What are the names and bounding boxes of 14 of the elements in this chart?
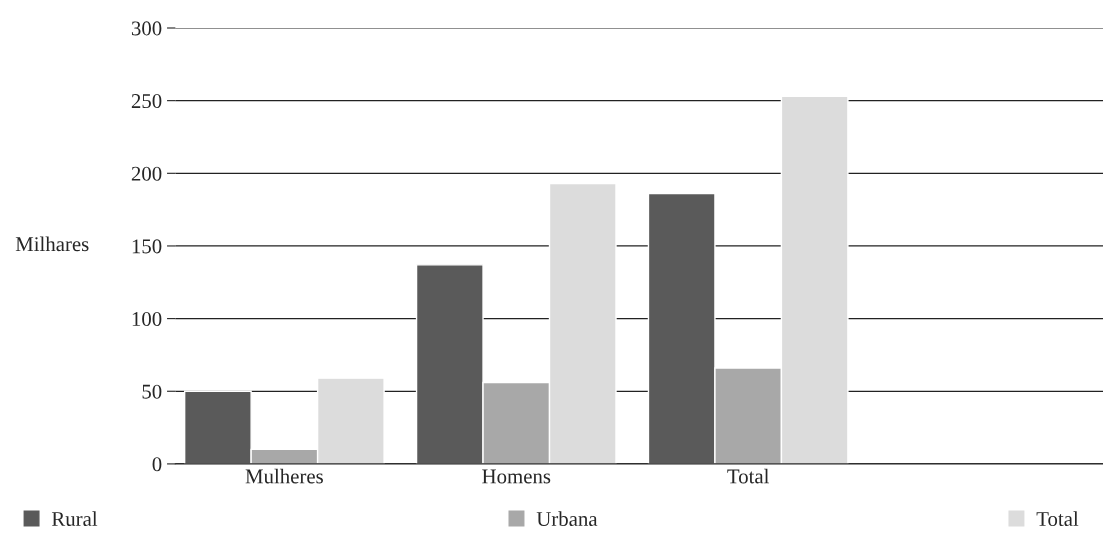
- y-tick-label: 200: [131, 166, 162, 181]
- legend-label: Urbana: [536, 511, 598, 527]
- y-tick-label: 100: [132, 311, 162, 327]
- y-tick-label: 50: [142, 384, 162, 399]
- y-tick-label: 250: [131, 94, 162, 109]
- legend-label: Total: [1036, 511, 1079, 527]
- y-tick-label: 0: [152, 457, 162, 472]
- y-tick-label: 300: [131, 21, 162, 36]
- y-tick-label: 150: [132, 239, 162, 254]
- x-tick-label: Mulheres: [245, 468, 323, 484]
- legend-label: Rural: [51, 511, 98, 527]
- y-axis-title: Milhares: [15, 236, 89, 252]
- x-tick-label: Homens: [482, 469, 551, 484]
- x-tick-label: Total: [727, 468, 770, 484]
